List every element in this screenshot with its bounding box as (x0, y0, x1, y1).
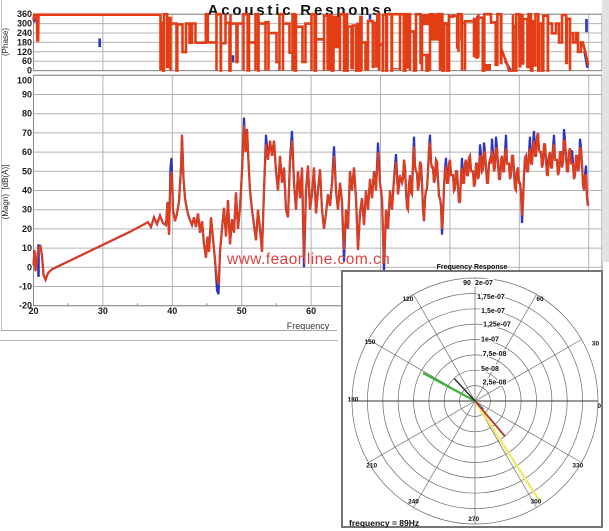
svg-text:300: 300 (17, 19, 32, 29)
svg-text:frequency = 89Hz: frequency = 89Hz (349, 518, 419, 528)
svg-text:1e-07: 1e-07 (481, 336, 499, 343)
svg-text:2,5e-08: 2,5e-08 (483, 380, 507, 387)
svg-text:180: 180 (17, 37, 32, 47)
svg-text:2e-07: 2e-07 (475, 280, 493, 287)
svg-text:180: 180 (348, 397, 359, 404)
svg-text:30: 30 (98, 306, 108, 316)
svg-text:60: 60 (22, 147, 32, 157)
svg-text:-20: -20 (19, 301, 32, 311)
svg-text:0: 0 (597, 403, 601, 410)
svg-text:20: 20 (28, 306, 38, 316)
svg-text:330: 330 (572, 463, 583, 470)
svg-text:0: 0 (27, 66, 32, 76)
svg-text:50: 50 (22, 166, 32, 176)
svg-text:150: 150 (365, 339, 376, 346)
svg-text:30: 30 (592, 341, 600, 348)
svg-text:1,25e-07: 1,25e-07 (483, 322, 511, 329)
svg-text:(Phase): (Phase) (1, 28, 10, 56)
svg-text:120: 120 (403, 296, 414, 303)
svg-text:360: 360 (17, 9, 32, 19)
svg-text:0: 0 (27, 262, 32, 272)
svg-text:70: 70 (22, 128, 32, 138)
svg-text:10: 10 (22, 243, 32, 253)
svg-text:120: 120 (17, 47, 32, 57)
svg-text:1,5e-07: 1,5e-07 (481, 308, 505, 315)
svg-text:270: 270 (468, 516, 479, 523)
svg-text:1,75e-07: 1,75e-07 (477, 294, 505, 301)
svg-text:-10: -10 (19, 282, 32, 292)
svg-text:240: 240 (17, 28, 32, 38)
svg-text:240: 240 (408, 498, 419, 505)
svg-text:5e-08: 5e-08 (481, 366, 499, 373)
svg-text:300: 300 (530, 498, 541, 505)
svg-text:80: 80 (22, 109, 32, 119)
svg-text:40: 40 (167, 306, 177, 316)
svg-text:90: 90 (22, 90, 32, 100)
svg-text:50: 50 (237, 306, 247, 316)
svg-text:90: 90 (463, 280, 471, 287)
svg-text:Frequency: Frequency (287, 321, 330, 331)
svg-text:40: 40 (22, 186, 32, 196)
svg-text:210: 210 (366, 463, 377, 470)
svg-text:60: 60 (306, 306, 316, 316)
svg-text:30: 30 (22, 205, 32, 215)
svg-text:60: 60 (536, 296, 544, 303)
svg-text:(Magn) [dB(A)]: (Magn) [dB(A)] (1, 165, 10, 220)
svg-text:20: 20 (22, 224, 32, 234)
svg-text:100: 100 (17, 75, 32, 85)
svg-text:60: 60 (22, 56, 32, 66)
svg-text:7,5e-08: 7,5e-08 (483, 351, 507, 358)
svg-text:Acoustic Response: Acoustic Response (208, 2, 395, 19)
